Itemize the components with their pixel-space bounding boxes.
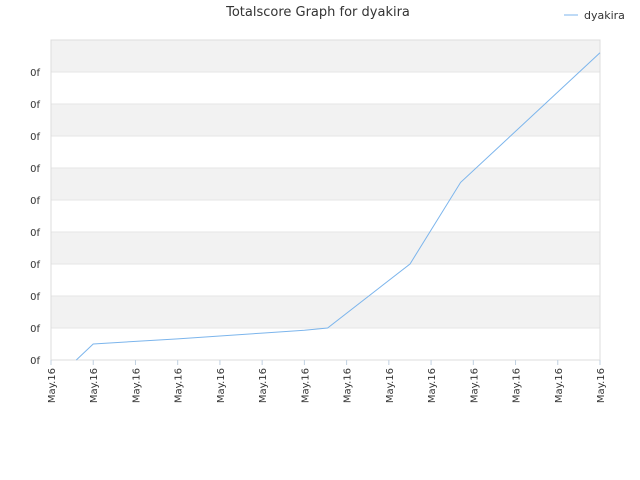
x-tick-label: May.16: [469, 368, 480, 403]
plot-band: [51, 104, 600, 136]
y-tick-label: 0f: [30, 196, 40, 207]
x-tick-label: May.16: [343, 368, 354, 403]
x-tick-label: May.16: [131, 368, 142, 403]
x-tick-label: May.16: [174, 368, 185, 403]
legend-label: dyakira: [584, 9, 625, 22]
plot-band: [51, 232, 600, 264]
chart-title: Totalscore Graph for dyakira: [225, 5, 410, 20]
legend: dyakira: [564, 9, 625, 22]
y-tick-label: 0f: [30, 228, 40, 239]
x-tick-label: May.16: [258, 368, 269, 403]
y-tick-label: 0f: [30, 100, 40, 111]
y-tick-label: 0f: [30, 356, 40, 367]
plot-band: [51, 168, 600, 200]
x-tick-label: May.16: [427, 368, 438, 403]
y-tick-label: 0f: [30, 68, 40, 79]
x-tick-label: May.16: [47, 368, 58, 403]
x-tick-label: May.16: [512, 368, 523, 403]
y-tick-label: 0f: [30, 164, 40, 175]
y-tick-label: 0f: [30, 132, 40, 143]
x-tick-label: May.16: [216, 368, 227, 403]
plot-band: [51, 40, 600, 72]
y-tick-label: 0f: [30, 324, 40, 335]
x-tick-label: May.16: [596, 368, 607, 403]
plot-band: [51, 296, 600, 328]
plot-border: [50, 39, 601, 361]
x-tick-label: May.16: [385, 368, 396, 403]
y-tick-label: 0f: [30, 292, 40, 303]
y-tick-label: 0f: [30, 260, 40, 271]
x-tick-label: May.16: [89, 368, 100, 403]
x-tick-label: May.16: [300, 368, 311, 403]
x-tick-label: May.16: [554, 368, 565, 403]
series-line: [75, 52, 601, 361]
